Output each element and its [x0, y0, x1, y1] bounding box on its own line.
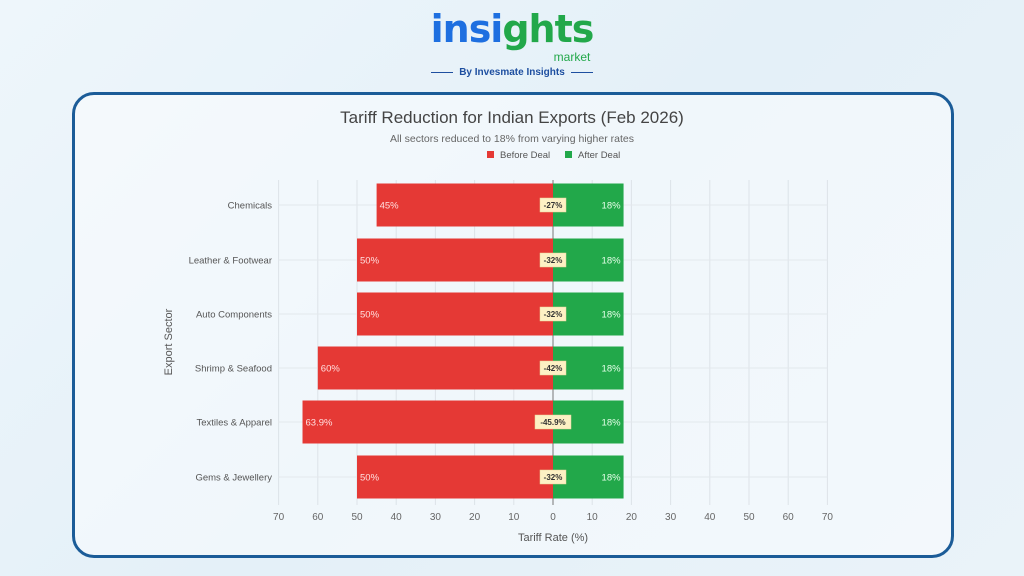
- reduction-badge: [539, 252, 567, 268]
- reduction-badge: [539, 360, 567, 376]
- before-value-label: 63.9%: [306, 418, 333, 429]
- x-tick-label: 40: [391, 512, 403, 523]
- bar-before-deal: [317, 346, 553, 390]
- logo-wordmark: insights: [0, 8, 1024, 50]
- legend-label: Before Deal: [500, 150, 550, 161]
- reduction-label: -32%: [544, 310, 563, 319]
- bar-before-deal: [357, 455, 553, 499]
- legend-swatch: [565, 151, 572, 158]
- y-axis-label: Export Sector: [163, 308, 175, 375]
- after-value-label: 18%: [602, 310, 622, 321]
- after-value-label: 18%: [602, 418, 622, 429]
- reduction-label: -45.9%: [540, 418, 565, 427]
- x-tick-label: 0: [550, 512, 556, 523]
- category-label: Chemicals: [228, 201, 273, 212]
- x-tick-label: 50: [743, 512, 755, 523]
- after-value-label: 18%: [602, 473, 622, 484]
- x-tick-label: 70: [822, 512, 834, 523]
- legend-label: After Deal: [578, 150, 620, 161]
- reduction-badge: [539, 197, 567, 213]
- x-tick-label: 10: [587, 512, 599, 523]
- category-label: Textiles & Apparel: [196, 418, 272, 429]
- before-value-label: 50%: [360, 310, 380, 321]
- category-label: Auto Components: [196, 310, 272, 321]
- chart-subtitle: All sectors reduced to 18% from varying …: [390, 133, 634, 145]
- reduction-label: -32%: [544, 473, 563, 482]
- x-axis-label: Tariff Rate (%): [518, 532, 588, 544]
- before-value-label: 45%: [380, 201, 400, 212]
- after-value-label: 18%: [602, 201, 622, 212]
- x-tick-label: 30: [665, 512, 677, 523]
- before-value-label: 60%: [321, 364, 341, 375]
- category-label: Leather & Footwear: [189, 256, 272, 267]
- x-tick-label: 20: [626, 512, 638, 523]
- after-value-label: 18%: [602, 256, 622, 267]
- x-tick-label: 70: [273, 512, 285, 523]
- category-label: Gems & Jewellery: [195, 473, 272, 484]
- chart-title: Tariff Reduction for Indian Exports (Feb…: [340, 108, 684, 127]
- x-tick-label: 30: [430, 512, 442, 523]
- before-value-label: 50%: [360, 473, 380, 484]
- logo-part2: ghts: [502, 7, 594, 51]
- x-tick-label: 40: [704, 512, 716, 523]
- x-tick-label: 20: [469, 512, 481, 523]
- x-tick-label: 60: [312, 512, 324, 523]
- reduction-badge: [534, 414, 572, 430]
- x-tick-label: 60: [783, 512, 795, 523]
- reduction-badge: [539, 469, 567, 485]
- legend-swatch: [487, 151, 494, 158]
- bar-before-deal: [357, 292, 553, 336]
- before-value-label: 50%: [360, 256, 380, 267]
- logo-suffix: market: [553, 50, 591, 64]
- logo: insights market By Invesmate Insights: [0, 8, 1024, 79]
- category-label: Shrimp & Seafood: [195, 364, 272, 375]
- bar-before-deal: [357, 238, 553, 282]
- bar-before-deal: [302, 400, 553, 444]
- logo-part1: insi: [430, 7, 504, 51]
- x-tick-label: 10: [508, 512, 520, 523]
- bar-before-deal: [376, 183, 553, 227]
- reduction-label: -27%: [544, 201, 563, 210]
- reduction-badge: [539, 306, 567, 322]
- reduction-label: -42%: [544, 364, 563, 373]
- x-tick-label: 50: [351, 512, 363, 523]
- after-value-label: 18%: [602, 364, 622, 375]
- logo-tagline: By Invesmate Insights: [0, 66, 1024, 79]
- reduction-label: -32%: [544, 256, 563, 265]
